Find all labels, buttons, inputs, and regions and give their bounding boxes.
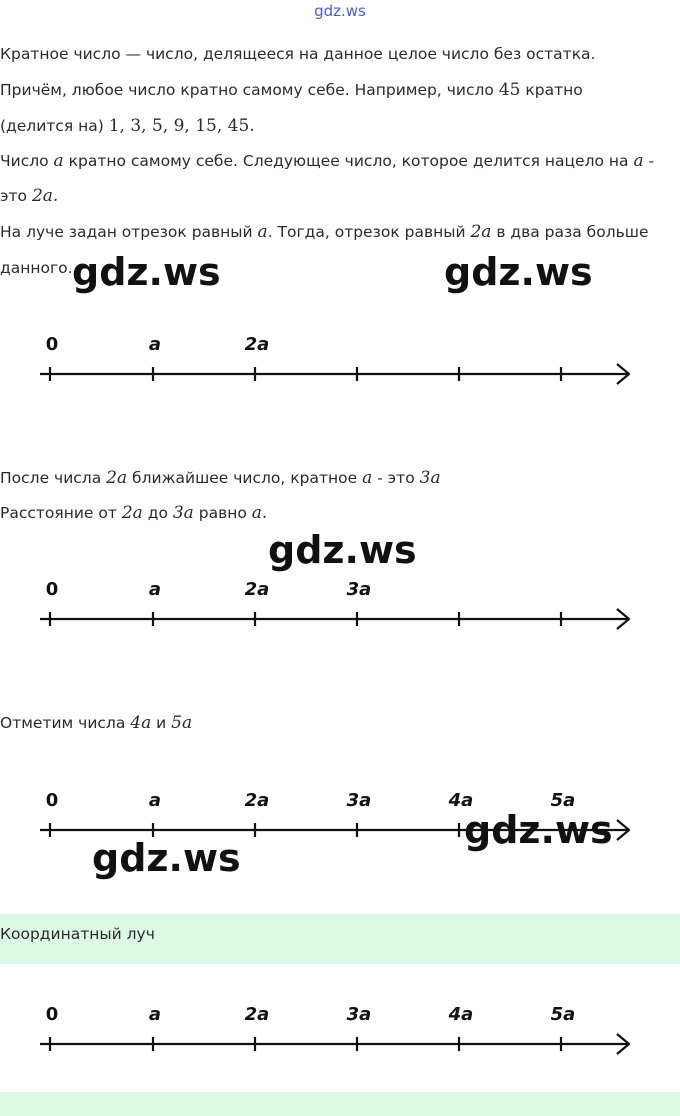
mark-numbers-line: Отметим числа 4a и 5a: [0, 713, 680, 733]
text: Причём, любое число кратно самому себе. …: [0, 81, 499, 99]
text: - это: [372, 469, 420, 487]
text: (делится на): [0, 117, 109, 135]
ray-tick-label: 3a: [347, 1004, 372, 1025]
ray-tick-label: 3a: [347, 579, 372, 600]
site-logo[interactable]: gdz.ws: [314, 2, 366, 20]
text: до: [142, 504, 173, 522]
text: равно: [193, 504, 252, 522]
text: кратно: [520, 81, 583, 99]
ray-tick-label: a: [149, 1004, 161, 1025]
watermark: gdz.ws: [92, 836, 241, 880]
watermark: gdz.ws: [444, 250, 593, 294]
text: . Тогда, отрезок равный: [267, 223, 471, 241]
math-var: a: [362, 468, 373, 488]
ray-arrowhead: [616, 608, 631, 630]
math-var: 4a: [130, 713, 152, 733]
ray-arrowhead: [616, 363, 631, 385]
ray-tick-label: 0: [46, 579, 59, 600]
math-var: a.: [251, 503, 268, 523]
text: Кратное число — число, делящееся на данн…: [0, 45, 596, 63]
explanation-line-1: Число a кратно самому себе. Следующее чи…: [0, 151, 680, 171]
math-var: a: [53, 151, 64, 171]
text: и: [151, 714, 172, 732]
text: Число: [0, 152, 54, 170]
text: После числа: [0, 469, 107, 487]
watermark: gdz.ws: [72, 250, 221, 294]
math-var: 5a: [171, 713, 193, 733]
ray-tick-label: 0: [46, 1004, 59, 1025]
watermark: gdz.ws: [268, 528, 417, 572]
definition-line-1: Кратное число — число, делящееся на данн…: [0, 44, 680, 64]
ray-tick-label: a: [149, 579, 161, 600]
next-multiple-line-1: После числа 2a ближайшее число, кратное …: [0, 468, 680, 488]
segment-line-2: данного.: [0, 258, 680, 278]
watermark: gdz.ws: [464, 808, 613, 852]
note-label: Координатный луч: [0, 925, 155, 943]
text: Расстояние от: [0, 504, 122, 522]
math-var: 2a: [106, 468, 128, 488]
ray-tick-label: 0: [46, 334, 59, 355]
text: данного.: [0, 259, 73, 277]
ray-arrowhead: [616, 819, 631, 841]
math-var: a: [257, 222, 268, 242]
math-numbers: 1, 3, 5, 9, 15, 45.: [108, 116, 255, 136]
definition-line-3: (делится на) 1, 3, 5, 9, 15, 45.: [0, 116, 680, 136]
ray-arrowhead: [616, 1033, 631, 1055]
text: Отметим числа: [0, 714, 131, 732]
math-var: 3a: [172, 503, 194, 523]
ray-tick-label: 2a: [245, 1004, 270, 1025]
ray-tick-label: 3a: [347, 790, 372, 811]
text: -: [643, 152, 655, 170]
definition-line-2: Причём, любое число кратно самому себе. …: [0, 80, 680, 100]
explanation-line-2: это 2a.: [0, 186, 680, 206]
next-multiple-line-2: Расстояние от 2a до 3a равно a.: [0, 503, 680, 523]
math-number: 45: [498, 80, 521, 100]
ray-tick-label: 2a: [245, 334, 270, 355]
number-ray-1: 0 a 2a: [40, 334, 631, 385]
number-ray-4: 0 a 2a 3a 4a 5a: [40, 1004, 631, 1055]
note-block: Координатный луч: [0, 914, 680, 964]
ray-tick-label: 4a: [448, 790, 474, 811]
segment-line-1: На луче задан отрезок равный a. Тогда, о…: [0, 222, 680, 242]
math-var: 2a: [470, 222, 492, 242]
number-ray-3: 0 a 2a 3a 4a 5a: [40, 790, 631, 841]
ray-tick-label: a: [149, 790, 161, 811]
note-block-bottom: [0, 1092, 680, 1116]
ray-tick-label: 4a: [448, 1004, 474, 1025]
number-ray-2: 0 a 2a 3a: [40, 579, 631, 630]
ray-tick-label: 2a: [245, 790, 270, 811]
math-var: a: [633, 151, 644, 171]
ray-tick-label: 5a: [551, 1004, 576, 1025]
ray-tick-label: a: [149, 334, 161, 355]
math-var: 2a: [121, 503, 143, 523]
text: в два раза больше: [491, 223, 649, 241]
text: ближайшее число, кратное: [127, 469, 363, 487]
ray-tick-label: 0: [46, 790, 59, 811]
text: На луче задан отрезок равный: [0, 223, 258, 241]
text: кратно самому себе. Следующее число, кот…: [63, 152, 634, 170]
math-var: 2a.: [31, 186, 59, 206]
math-var: 3a: [419, 468, 441, 488]
text: это: [0, 187, 32, 205]
ray-tick-label: 2a: [245, 579, 270, 600]
ray-tick-label: 5a: [551, 790, 576, 811]
